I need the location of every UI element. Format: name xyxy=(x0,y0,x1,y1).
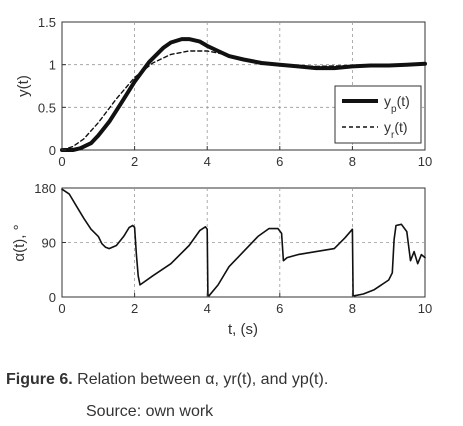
top-y-tick-label: 1.5 xyxy=(38,15,56,30)
top-ticks: 0 2 4 6 8 10 0 0.5 1 1.5 xyxy=(38,15,432,169)
bottom-x-tick-label: 6 xyxy=(276,301,283,316)
bottom-y-tick-label: 180 xyxy=(34,181,56,196)
bottom-ticks: 0 2 4 6 8 10 0 90 180 xyxy=(34,181,432,316)
bottom-x-tick-label: 2 xyxy=(131,301,138,316)
legend-box xyxy=(334,85,422,144)
bottom-series xyxy=(61,188,426,297)
top-series-yr-t--line xyxy=(61,50,426,151)
figure: 0 2 4 6 8 10 0 0.5 1 1.5 y(t) yp(t) yr(t) 0 2 4 6 8 10… xyxy=(11,15,432,338)
top-x-tick-label: 0 xyxy=(58,154,65,169)
top-x-tick-label: 2 xyxy=(131,154,138,169)
figure-caption: Figure 6. Relation between α, yr(t), and… xyxy=(6,371,328,389)
top-y-axis-label: y(t) xyxy=(15,75,32,97)
top-y-tick-label: 0 xyxy=(49,143,56,158)
top-x-tick-label: 6 xyxy=(276,154,283,169)
bottom-y-axis-label: α(t), ° xyxy=(11,224,28,261)
caption-text: Relation between α, yr(t), and yp(t). xyxy=(72,371,329,388)
caption-label: Figure 6. xyxy=(6,371,73,388)
top-panel: 0 2 4 6 8 10 0 0.5 1 1.5 y(t) yp(t) yr(t) xyxy=(15,15,432,169)
top-series xyxy=(60,37,427,152)
figure-source: Source: own work xyxy=(86,403,214,420)
bottom-y-tick-label: 0 xyxy=(49,290,56,305)
top-x-tick-label: 8 xyxy=(349,154,356,169)
top-x-tick-label: 4 xyxy=(204,154,211,169)
bottom-x-tick-label: 8 xyxy=(349,301,356,316)
bottom-x-tick-label: 4 xyxy=(204,301,211,316)
bottom-x-tick-label: 10 xyxy=(418,301,432,316)
bottom-x-axis-label: t, (s) xyxy=(228,321,258,338)
bottom-series-alpha-line xyxy=(61,188,426,297)
bottom-panel: 0 2 4 6 8 10 0 90 180 α(t), ° t, (s) xyxy=(11,181,432,338)
top-x-tick-label: 10 xyxy=(418,154,432,169)
top-y-tick-label: 1 xyxy=(49,58,56,73)
bottom-y-tick-label: 90 xyxy=(42,236,56,251)
top-series-yp-t--line xyxy=(60,37,427,152)
legend: yp(t) yr(t) xyxy=(334,85,422,144)
bottom-x-tick-label: 0 xyxy=(58,301,65,316)
top-y-tick-label: 0.5 xyxy=(38,100,56,115)
